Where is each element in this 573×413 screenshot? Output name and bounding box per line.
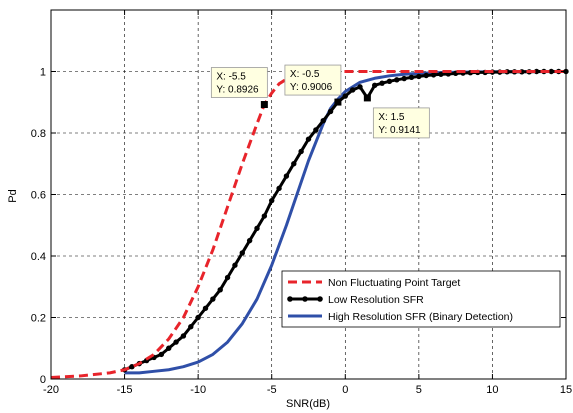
series-point <box>269 197 275 204</box>
datatip-y-label: Y: 0.8926 <box>216 85 259 96</box>
series-point <box>210 296 216 302</box>
x-tick-label: -20 <box>43 384 59 396</box>
y-tick-label: 0.8 <box>31 128 46 140</box>
series-point <box>239 250 245 256</box>
legend-entry-label: Non Fluctuating Point Target <box>328 277 460 289</box>
datatip-box <box>210 67 268 98</box>
series-point <box>430 72 437 78</box>
series-point <box>423 72 429 79</box>
legend-marker <box>287 296 293 302</box>
series-point <box>166 345 172 351</box>
y-tick-label: 0.4 <box>31 251 46 263</box>
series-point <box>379 80 385 86</box>
series-point <box>327 108 334 115</box>
series-point <box>188 324 194 330</box>
legend: Non Fluctuating Point Target Low Resoluti… <box>281 270 561 328</box>
x-tick-label: -10 <box>190 384 206 396</box>
legend-marker <box>302 296 308 302</box>
ticks: -20 -15 -10 -5 0 5 10 15 0 0.2 0.4 0.6 0.8 1 <box>31 10 572 396</box>
series-point <box>129 364 135 370</box>
datatip-marker <box>334 98 342 106</box>
datatip-x-label: X: -0.5 <box>290 69 320 80</box>
series-point <box>394 77 400 83</box>
series-point <box>173 339 179 345</box>
x-tick-label: 5 <box>416 384 422 396</box>
series-point <box>313 127 319 133</box>
y-tick-label: 0.6 <box>31 190 46 202</box>
series-point <box>342 93 348 99</box>
datatip-marker <box>260 101 268 109</box>
series-point <box>357 84 363 90</box>
series-point <box>224 274 231 281</box>
series-point <box>202 305 209 311</box>
series-point <box>158 351 165 358</box>
series-point <box>254 225 260 232</box>
datatip-x-label: X: -5.5 <box>216 72 246 83</box>
series-point <box>180 333 187 339</box>
series-point <box>305 136 312 142</box>
series-point <box>408 74 415 81</box>
series-line-high-resolution-sfr-binary-detection <box>124 70 567 375</box>
datatip-marker <box>363 94 371 102</box>
series-point <box>349 87 356 93</box>
legend-marker <box>317 296 323 302</box>
legend-entry-label: Low Resolution SFR <box>328 294 424 306</box>
series-point <box>291 161 297 167</box>
series-point <box>386 78 393 85</box>
series-point <box>372 82 378 89</box>
series-point <box>195 314 201 321</box>
series-point <box>261 213 268 219</box>
datatip-y-label: Y: 0.9006 <box>290 82 333 93</box>
x-tick-label: -5 <box>267 384 277 396</box>
datatip-x-label: X: 1.5 <box>378 112 405 123</box>
datatip-box <box>372 107 430 139</box>
series-point <box>401 75 407 82</box>
series-line-non-fluctuating-point-target <box>50 70 566 379</box>
series-point <box>438 71 444 77</box>
series-point <box>232 262 238 268</box>
series-point <box>276 185 282 192</box>
series-point <box>298 148 304 155</box>
series-point <box>416 73 422 80</box>
series-point <box>548 68 554 75</box>
y-tick-label: 0.2 <box>31 313 46 325</box>
series-point <box>217 287 223 293</box>
y-axis-title: Pd <box>7 189 19 202</box>
series-point <box>246 237 253 244</box>
x-tick-label: 0 <box>342 384 348 396</box>
series-point <box>320 118 326 124</box>
x-axis-title: SNR(dB) <box>286 398 330 410</box>
datatips: X: -5.5 Y: 0.8926 X: -0.5 Y: 0.9006 X: 1.5 Y:… <box>210 64 430 139</box>
series-point <box>283 173 290 179</box>
x-tick-label: 15 <box>560 384 572 396</box>
series-layer <box>50 68 569 379</box>
legend-entry-label: High Resolution SFR (Binary Detection) <box>328 311 513 323</box>
datatip-box <box>284 64 342 96</box>
x-tick-label: 10 <box>486 384 498 396</box>
x-tick-label: -15 <box>117 384 133 396</box>
datatip-y-label: Y: 0.9141 <box>378 125 421 136</box>
y-tick-label: 1 <box>40 67 46 79</box>
y-tick-label: 0 <box>40 374 46 386</box>
legend-box <box>281 270 561 328</box>
